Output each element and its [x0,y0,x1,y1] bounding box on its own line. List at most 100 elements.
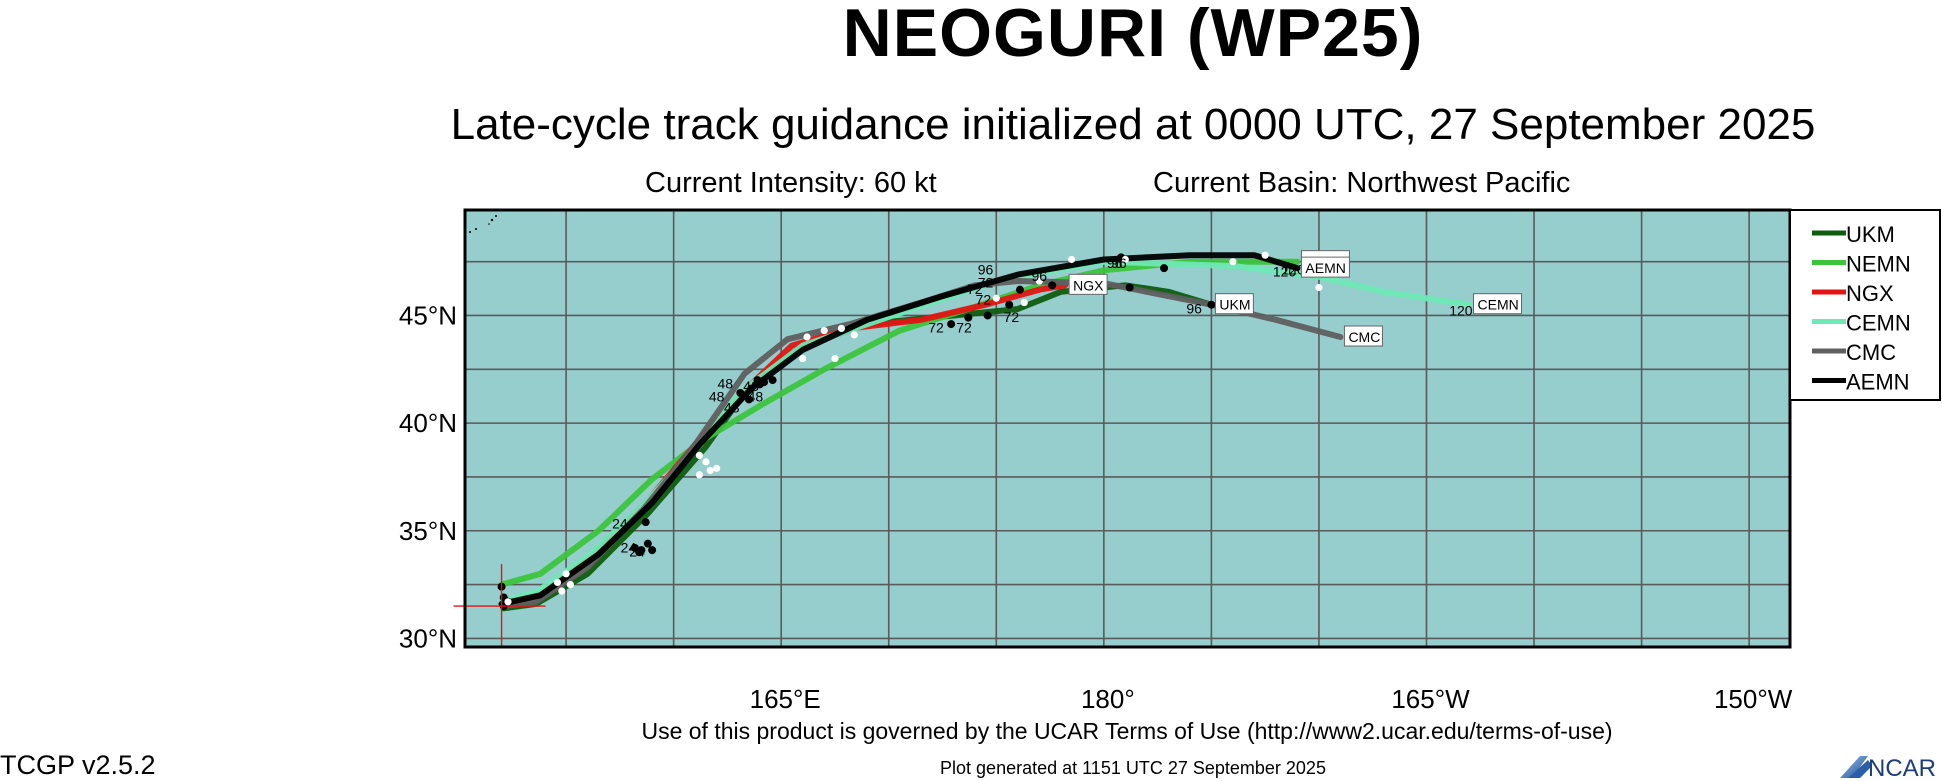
forecast-point-white [713,464,721,472]
track-end-label-box [1473,293,1523,315]
forecast-markers [497,251,1323,611]
track-end-label: CMC [1348,329,1380,345]
forecast-hour-label: 96 [978,262,994,278]
latitude-label: 40°N [399,408,457,438]
legend-label: NGX [1846,281,1894,306]
forecast-hour-label: 120 [1449,302,1473,318]
forecast-hour-label: 48 [743,378,759,394]
forecast-point-white [820,326,828,335]
track-end-label-box [1068,273,1108,295]
forecast-point-black [1160,264,1169,273]
forecast-hour-label: 24 [612,516,628,532]
legend-label: UKM [1846,222,1895,247]
track-cemn [498,258,1473,605]
legend-label: AEMN [1846,370,1910,395]
ncar-logo: NCAR [1840,755,1936,780]
forecast-hour-label: 48 [709,389,725,405]
forecast-point-white [1261,251,1269,259]
track-end-label: AEMN [1305,260,1345,276]
ocean-background [465,210,1790,647]
track-end-label-box [1214,293,1254,315]
forecast-hour-label: 72 [956,320,972,336]
forecast-hour-label: 96 [1107,255,1123,271]
track-aemn [498,252,1301,607]
forecast-point-white [831,354,839,363]
forecast-point-black [747,384,756,393]
forecast-tracks [498,252,1473,612]
forecast-point-black [947,320,956,329]
page-subtitle: Late-cycle track guidance initialized at… [450,100,1816,149]
forecast-point-white [1020,298,1028,307]
forecast-hour-label: 96 [1032,268,1048,284]
forecast-hour-label: 72 [1004,309,1020,325]
forecast-point-black [1005,300,1014,309]
forecast-point-black [1015,285,1024,294]
coastline [469,215,497,233]
forecast-point-white [695,451,704,460]
forecast-hour-label: 96 [1186,300,1202,316]
forecast-point-black [983,311,992,320]
svg-text:NCAR: NCAR [1868,755,1936,780]
forecast-point-white [1315,283,1323,292]
forecast-point-white [553,578,562,587]
initial-position-crosshair [453,564,546,649]
legend-label: NEMN [1846,252,1911,277]
forecast-hour-label: 48 [748,389,764,405]
forecast-point-white [562,570,570,578]
longitude-label: 150°W [1714,684,1793,714]
forecast-point-black [1207,300,1216,309]
forecast-point-black [643,539,652,548]
terms-of-use: Use of this product is governed by the U… [641,718,1613,744]
forecast-point-white [695,471,704,479]
longitude-label: 165°W [1391,684,1470,714]
map-frame [463,208,1792,649]
forecast-point-black [964,313,973,322]
forecast-point-black [1125,283,1134,292]
track-end-label: NGX [1073,277,1104,293]
legend-label: CMC [1846,340,1896,365]
forecast-hour-label: 24 [629,544,645,560]
graticule [465,210,1790,647]
latitude-label: 35°N [399,516,457,546]
forecast-point-black [641,518,650,527]
forecast-hour-label: 96 [1111,255,1127,271]
forecast-point-black [648,546,657,555]
forecast-point-black [759,378,768,387]
forecast-point-white [504,598,512,606]
axis-labels: 45°N 40°N 35°N 30°N 165°E 180° 165°W 150°W [399,300,1793,714]
forecast-point-white [850,331,858,339]
forecast-point-black [1048,281,1057,290]
track-end-label: UKM [1219,297,1250,313]
longitude-label: 165°E [750,684,821,714]
track-end-label-box [1343,325,1383,347]
forecast-point-white [803,333,811,341]
track-end-label-box [1300,256,1350,278]
forecast-point-white [1121,255,1129,264]
current-intensity: Current Intensity: 60 kt [645,167,937,199]
forecast-point-black [744,395,753,404]
forecast-point-white [1229,258,1237,266]
forecast-hour-label: 48 [717,376,733,392]
latitude-label: 45°N [399,300,457,330]
track-nemn [498,258,1301,588]
forecast-point-white [706,466,714,475]
forecast-point-white [799,354,807,363]
latitude-label: 30°N [399,623,457,653]
plot-generated-time: Plot generated at 1151 UTC 27 September … [940,758,1326,778]
longitude-label: 180° [1081,684,1135,714]
forecast-point-white [558,587,566,595]
version-label: TCGP v2.5.2 [0,750,156,780]
forecast-point-white [566,580,574,589]
forecast-hour-label: 72 [978,274,994,290]
legend-label: CEMN [1846,311,1911,336]
legend-box [1789,209,1941,401]
forecast-point-white [837,324,846,332]
forecast-hour-label: 72 [967,281,983,297]
forecast-point-black [736,388,745,397]
forecast-point-black [635,548,644,557]
forecast-point-white [992,294,1000,302]
forecast-point-white [1067,255,1076,264]
